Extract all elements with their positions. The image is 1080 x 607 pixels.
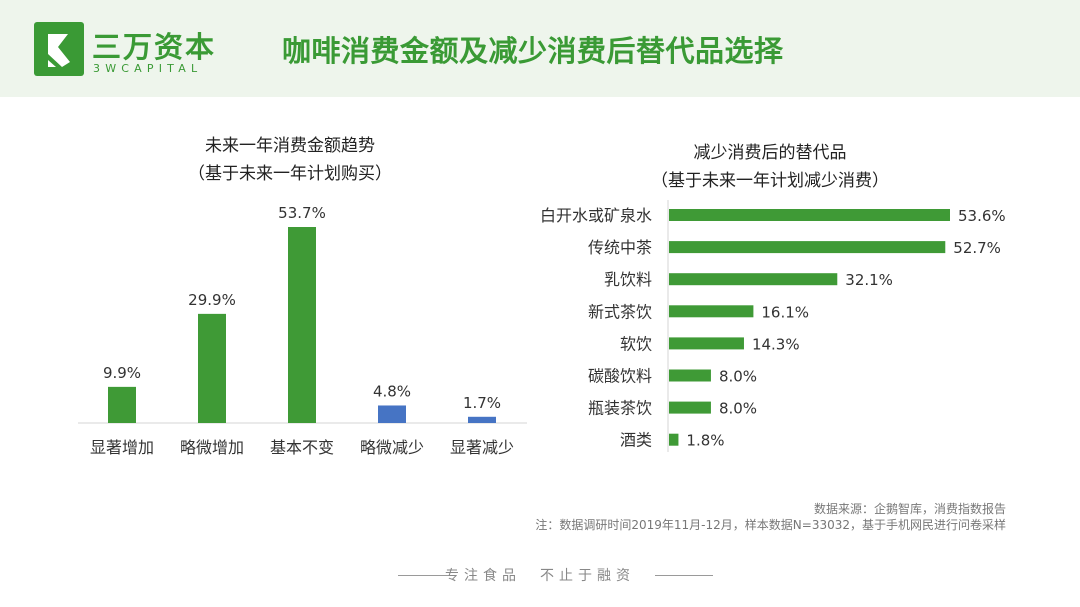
left-category-label-5: 显著减少 <box>450 438 514 457</box>
left-bar-3 <box>288 227 316 423</box>
left-chart-subtitle: （基于未来一年计划购买） <box>188 164 392 184</box>
right-bar-value-4: 16.1% <box>761 303 809 321</box>
left-category-label-4: 略微减少 <box>360 438 424 457</box>
data-source: 数据来源：企鹅智库，消费指数报告 <box>813 502 1006 516</box>
right-bar-value-3: 32.1% <box>845 271 893 289</box>
right-bar-value-8: 1.8% <box>686 432 724 450</box>
right-chart-title: 减少消费后的替代品 （基于未来一年计划减少消费） <box>620 139 920 195</box>
right-bar-value-5: 14.3% <box>752 335 800 353</box>
sw-capital-logo-icon <box>34 22 84 76</box>
right-bar-6 <box>669 369 711 382</box>
right-chart-subtitle: （基于未来一年计划减少消费） <box>651 171 889 191</box>
left-bar-5 <box>468 416 496 423</box>
right-bar-value-1: 53.6% <box>958 207 1006 225</box>
right-bar-value-7: 8.0% <box>719 400 757 418</box>
header-banner: 三万资本 3WCAPITAL 咖啡消费金额及减少消费后替代品选择 <box>0 0 1080 97</box>
right-chart-title-text: 减少消费后的替代品 <box>693 143 847 163</box>
right-category-label-7: 瓶装茶饮 <box>588 399 652 418</box>
right-category-label-2: 传统中茶 <box>588 238 652 257</box>
left-bar-value-5: 1.7% <box>463 394 501 412</box>
left-bar-4 <box>378 405 406 423</box>
left-category-label-3: 基本不变 <box>270 438 334 457</box>
right-bar-value-2: 52.7% <box>953 239 1001 257</box>
left-bar-1 <box>108 386 136 423</box>
right-category-label-5: 软饮 <box>620 334 652 353</box>
footer-divider-left <box>398 575 456 576</box>
right-category-label-3: 乳饮料 <box>604 270 652 289</box>
brand-name: 三万资本 <box>92 30 217 64</box>
page-title: 咖啡消费金额及减少消费后替代品选择 <box>282 34 784 68</box>
footer-divider-right <box>655 575 713 576</box>
footer-slogan: 专注食品 不止于融资 <box>445 568 635 584</box>
right-bar-7 <box>669 401 711 414</box>
left-bar-value-1: 9.9% <box>103 364 141 382</box>
right-bar-2 <box>669 241 946 254</box>
left-bar-value-4: 4.8% <box>373 382 411 400</box>
left-bar-2 <box>198 313 226 423</box>
left-bar-value-3: 53.7% <box>278 204 326 222</box>
right-category-label-6: 碳酸饮料 <box>588 367 652 386</box>
left-category-label-2: 略微增加 <box>180 438 244 457</box>
right-bar-3 <box>669 273 838 286</box>
data-note: 注：数据调研时间2019年11月-12月，样本数据N=33032，基于手机网民进… <box>535 518 1006 532</box>
left-bar-value-2: 29.9% <box>188 291 236 309</box>
left-chart-title: 未来一年消费金额趋势 （基于未来一年计划购买） <box>150 132 430 188</box>
left-chart-title-text: 未来一年消费金额趋势 <box>205 136 375 156</box>
right-category-label-1: 白开水或矿泉水 <box>540 206 652 225</box>
left-category-label-1: 显著增加 <box>90 438 154 457</box>
right-bar-4 <box>669 305 754 318</box>
right-category-label-4: 新式茶饮 <box>588 302 652 321</box>
right-bar-value-6: 8.0% <box>719 368 757 386</box>
right-bar-5 <box>669 337 744 350</box>
brand-name-english: 3WCAPITAL <box>93 62 203 75</box>
right-bar-1 <box>669 209 950 221</box>
right-bar-8 <box>669 433 679 446</box>
right-category-label-8: 酒类 <box>620 431 652 450</box>
